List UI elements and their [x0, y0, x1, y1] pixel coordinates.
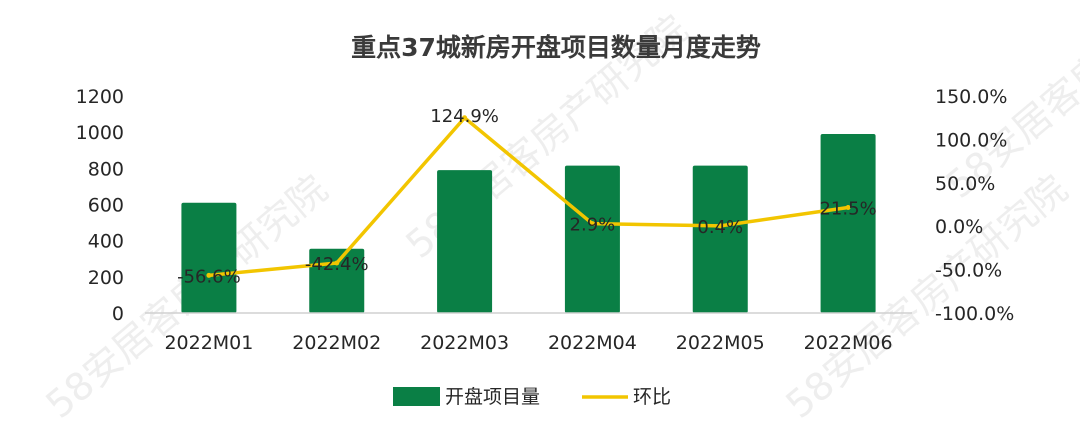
- bar: [820, 133, 876, 313]
- chart-title: 重点37城新房开盘项目数量月度走势: [351, 33, 761, 62]
- line-series: [206, 115, 851, 278]
- legend: 开盘项目量 环比: [393, 386, 671, 408]
- line-point: [206, 272, 212, 278]
- bar: [692, 165, 748, 313]
- x-axis: 2022M01 2022M02 2022M03 2022M04 2022M05 2022M…: [145, 312, 912, 354]
- x-tick-label: 2022M04: [548, 332, 637, 354]
- right-y-tick-label: 150.0%: [935, 86, 1007, 108]
- right-y-tick-label: -50.0%: [935, 260, 1002, 282]
- line-path: [208, 116, 849, 278]
- legend-swatch-bar: [393, 387, 440, 406]
- legend-label: 环比: [633, 386, 671, 408]
- x-tick-label: 2022M05: [676, 332, 765, 354]
- left-y-axis: 0 200 400 600 800 1000 1200: [76, 86, 124, 325]
- right-y-tick-label: 100.0%: [935, 129, 1007, 151]
- line-point: [845, 205, 851, 211]
- right-y-tick-label: 50.0%: [935, 173, 995, 195]
- line-data-label: 21.5%: [819, 199, 876, 220]
- line-point: [589, 221, 595, 227]
- bar: [564, 165, 620, 313]
- right-y-axis: -100.0% -50.0% 0.0% 50.0% 100.0% 150.0%: [935, 86, 1014, 325]
- x-tick-label: 2022M02: [292, 332, 381, 354]
- legend-label: 开盘项目量: [445, 386, 540, 408]
- line-point: [717, 223, 723, 229]
- right-y-tick-label: -100.0%: [935, 303, 1014, 325]
- left-y-tick-label: 1200: [76, 86, 124, 108]
- line-data-label: 2.9%: [570, 215, 616, 236]
- x-tick-label: 2022M03: [420, 332, 509, 354]
- left-y-tick-label: 200: [88, 267, 124, 289]
- left-y-tick-label: 600: [88, 195, 124, 217]
- bar: [437, 170, 493, 313]
- x-tick-label: 2022M01: [164, 332, 253, 354]
- line-data-label: 0.4%: [697, 217, 743, 238]
- left-y-tick-label: 400: [88, 231, 124, 253]
- left-y-tick-label: 0: [112, 303, 124, 325]
- left-y-tick-label: 800: [88, 158, 124, 180]
- line-data-label: -56.6%: [177, 266, 241, 287]
- x-tick-label: 2022M06: [804, 332, 893, 354]
- bar-series: [181, 133, 876, 313]
- line-data-label: -42.4%: [305, 254, 369, 275]
- right-y-tick-label: 0.0%: [935, 216, 983, 238]
- line-point: [334, 260, 340, 266]
- line-point: [462, 115, 468, 121]
- bar: [181, 202, 237, 313]
- left-y-tick-label: 1000: [76, 122, 124, 144]
- line-data-labels: -56.6% -42.4% 124.9% 2.9% 0.4% 21.5%: [177, 106, 877, 288]
- line-data-label: 124.9%: [430, 106, 499, 127]
